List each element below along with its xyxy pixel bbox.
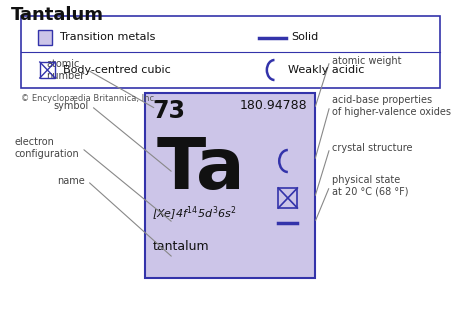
Text: 73: 73 [152, 99, 185, 123]
Text: crystal structure: crystal structure [332, 143, 412, 153]
Text: atomic
number: atomic number [46, 59, 85, 81]
Text: tantalum: tantalum [152, 240, 209, 253]
Text: Tantalum: Tantalum [11, 6, 104, 24]
Bar [21, 16, 440, 88]
Bar [278, 188, 297, 208]
Text: Weakly acidic: Weakly acidic [288, 65, 364, 75]
Text: Transition metals: Transition metals [60, 33, 155, 42]
Text: electron
configuration: electron configuration [14, 137, 79, 159]
Text: symbol: symbol [53, 101, 89, 111]
Text: © Encyclopædia Britannica, Inc.: © Encyclopædia Britannica, Inc. [21, 94, 156, 103]
Text: acid-base properties
of higher-valence oxides: acid-base properties of higher-valence o… [332, 95, 451, 117]
Text: atomic weight: atomic weight [332, 56, 401, 66]
Text: [Xe]4$f^{14}$5$d^3$6$s^2$: [Xe]4$f^{14}$5$d^3$6$s^2$ [152, 204, 237, 223]
Text: physical state
at 20 °C (68 °F): physical state at 20 °C (68 °F) [332, 175, 408, 197]
Bar [145, 93, 315, 278]
Text: 180.94788: 180.94788 [239, 99, 307, 112]
Bar [40, 62, 55, 78]
Text: Ta: Ta [156, 135, 245, 204]
Text: name: name [57, 176, 85, 186]
Bar [38, 30, 52, 45]
Text: Body-centred cubic: Body-centred cubic [63, 65, 171, 75]
Text: Solid: Solid [292, 33, 319, 42]
